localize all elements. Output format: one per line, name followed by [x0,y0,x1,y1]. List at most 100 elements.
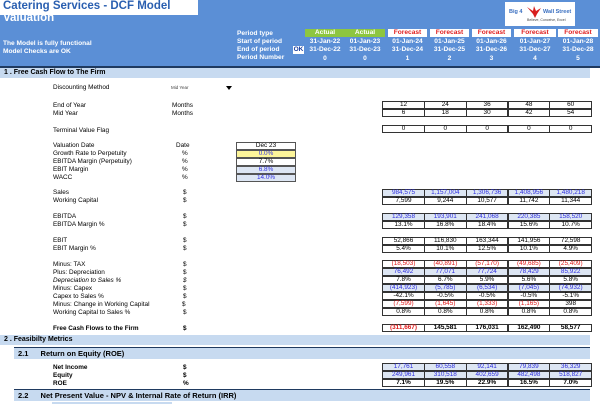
cell[interactable]: 116,830 [424,237,467,245]
ebit-margin-input[interactable]: 6.8% [236,166,296,174]
cell[interactable]: 518,827 [549,371,592,379]
cell[interactable]: 36 [465,101,509,109]
cell[interactable]: 24 [424,101,467,109]
cell[interactable]: (7,045) [507,284,551,292]
cell[interactable]: 310,518 [424,371,467,379]
cell[interactable]: 984,575 [382,189,425,197]
cell[interactable]: (1,333) [465,300,509,308]
cell[interactable]: 52,866 [382,237,425,245]
cell[interactable]: 77,071 [424,268,467,276]
cell[interactable]: (49,685) [507,260,551,268]
cell[interactable]: 0.8% [465,308,509,316]
cell[interactable]: 162,490 [507,324,551,332]
wacc-input[interactable]: 14.0% [236,174,296,182]
cell[interactable]: 10.7% [549,221,592,229]
cell[interactable]: (18,503) [382,260,425,268]
cell[interactable]: 241,068 [465,213,509,221]
cell[interactable]: 5.8% [549,276,592,284]
cell[interactable]: (57,170) [465,260,509,268]
cell[interactable]: (311,667) [382,324,425,332]
cell[interactable]: -5.1% [549,292,592,300]
cell[interactable]: 0.8% [507,308,551,316]
chevron-down-icon[interactable] [226,86,232,90]
ebitda-margin-perp-value[interactable]: 7.7% [236,158,296,166]
cell[interactable]: 6.7% [424,276,467,284]
cell[interactable]: (25,409) [549,260,592,268]
cell[interactable]: 7,599 [382,197,425,205]
cell[interactable]: 1,480,218 [549,189,592,197]
cell[interactable]: 0 [549,125,592,133]
cell[interactable]: 10.1% [424,245,467,253]
cell[interactable]: 17,761 [382,363,425,371]
cell[interactable]: 36,329 [549,363,592,371]
cell[interactable]: 141,956 [507,237,551,245]
cell[interactable]: (7,599) [382,300,425,308]
cell[interactable]: 7.8% [382,276,425,284]
cell[interactable]: 5.6% [507,276,551,284]
cell[interactable]: 4.9% [549,245,592,253]
cell[interactable]: -0.5% [465,292,509,300]
discounting-method-dropdown[interactable]: Mid Year [168,83,236,92]
cell[interactable]: 0 [424,125,467,133]
cell[interactable]: 220,385 [507,213,551,221]
cell[interactable]: 158,520 [549,213,592,221]
cell[interactable]: 58,577 [549,324,592,332]
cell[interactable]: 193,901 [424,213,467,221]
cell[interactable]: 10.1% [507,245,551,253]
cell[interactable]: 72,598 [549,237,592,245]
cell[interactable]: 76,492 [382,268,425,276]
cell[interactable]: -42.1% [382,292,425,300]
cell[interactable]: 92,141 [465,363,509,371]
cell[interactable]: 0 [507,125,551,133]
cell[interactable]: 78,429 [507,268,551,276]
cell[interactable]: 54 [549,109,592,117]
growth-rate-input[interactable]: 0.0% [236,150,296,158]
cell[interactable]: 0.8% [382,308,425,316]
cell[interactable]: 85,922 [549,268,592,276]
cell[interactable]: 1,408,956 [507,189,551,197]
cell[interactable]: (40,891) [424,260,467,268]
cell[interactable]: 163,344 [465,237,509,245]
cell[interactable]: -0.5% [507,292,551,300]
cell[interactable]: 5.4% [382,245,425,253]
cell[interactable]: 60 [549,101,592,109]
cell[interactable]: -0.5% [424,292,467,300]
cell[interactable]: 12 [382,101,425,109]
cell[interactable]: 0 [465,125,509,133]
cell[interactable]: 15.6% [507,221,551,229]
cell[interactable]: 16.8% [424,221,467,229]
cell[interactable]: (6,534) [465,284,509,292]
cell[interactable]: 129,358 [382,213,425,221]
cell[interactable]: 22.9% [465,379,509,387]
cell[interactable]: 19.5% [424,379,467,387]
cell[interactable]: 42 [507,109,551,117]
valuation-date-input[interactable]: Dec 23 [236,142,296,150]
cell[interactable]: 6 [382,109,425,117]
cell[interactable]: 18.4% [465,221,509,229]
cell[interactable]: (74,932) [549,284,592,292]
cell[interactable]: 18 [424,109,467,117]
cell[interactable]: 30 [465,109,509,117]
cell[interactable]: 398 [549,300,592,308]
cell[interactable]: 1,306,736 [465,189,509,197]
cell[interactable]: 0.8% [424,308,467,316]
cell[interactable]: 1,157,004 [424,189,467,197]
cell[interactable]: 16.5% [507,379,551,387]
cell[interactable]: 249,961 [382,371,425,379]
cell[interactable]: (5,785) [424,284,467,292]
cell[interactable]: 176,031 [465,324,509,332]
cell[interactable]: 12.5% [465,245,509,253]
cell[interactable]: 0.8% [549,308,592,316]
cell[interactable]: 77,724 [465,268,509,276]
cell[interactable]: 7.1% [382,379,425,387]
cell[interactable]: 11,742 [507,197,551,205]
cell[interactable]: 13.1% [382,221,425,229]
cell[interactable]: 402,659 [465,371,509,379]
cell[interactable]: 5.9% [465,276,509,284]
cell[interactable]: 11,344 [549,197,592,205]
cell[interactable]: 48 [507,101,551,109]
cell[interactable]: (1,165) [507,300,551,308]
cell[interactable]: 482,498 [507,371,551,379]
cell[interactable]: 9,244 [424,197,467,205]
cell[interactable]: (414,923) [382,284,425,292]
